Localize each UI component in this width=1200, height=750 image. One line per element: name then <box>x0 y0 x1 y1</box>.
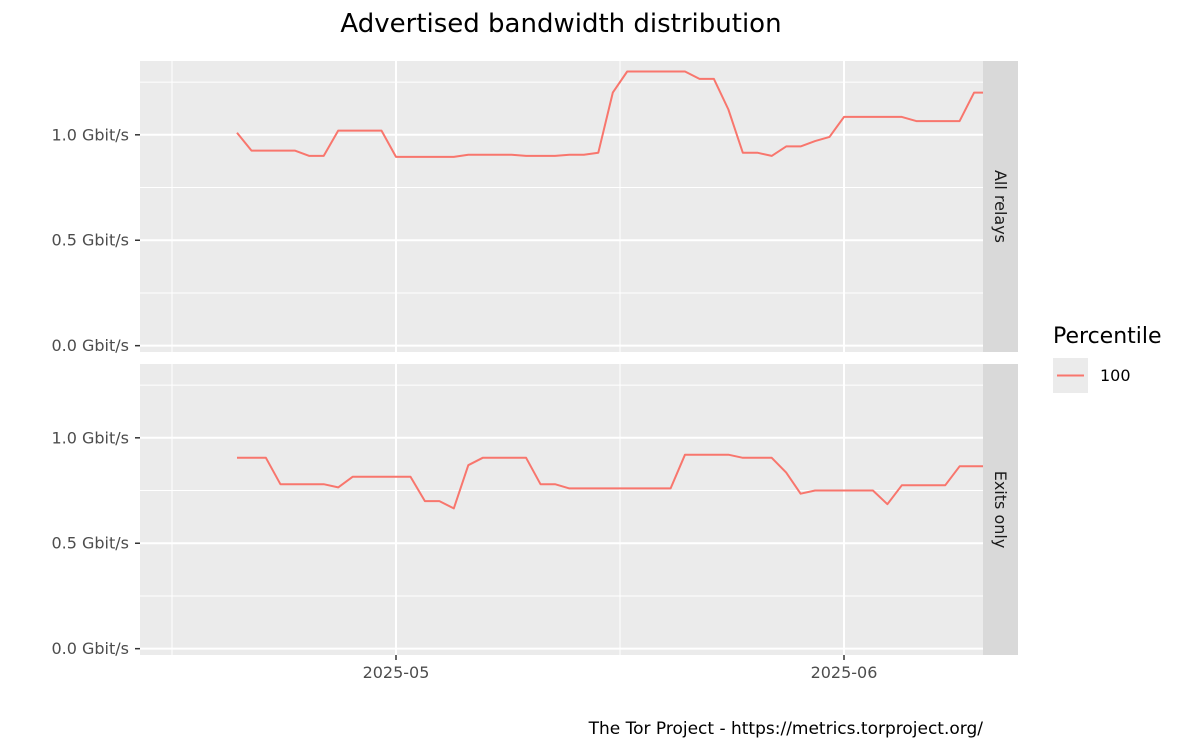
facet-panel-2: Exits only <box>140 364 1018 655</box>
axes: 0.0 Gbit/s 0.5 Gbit/s 1.0 Gbit/s 0.0 Gbit/s… <box>51 125 877 682</box>
facet-strip <box>983 61 1018 352</box>
legend-title: Percentile <box>1053 324 1162 349</box>
facet-strip <box>983 364 1018 655</box>
y-tick-label: 1.0 Gbit/s <box>51 428 129 447</box>
facet-strip-label: Exits only <box>991 471 1010 549</box>
y-tick-label: 0.5 Gbit/s <box>51 534 129 553</box>
y-tick-label: 0.5 Gbit/s <box>51 231 129 250</box>
series-line-100 <box>236 70 989 158</box>
panel-background <box>140 364 983 655</box>
x-tick-label: 2025-06 <box>811 663 878 682</box>
panel-background <box>140 61 983 352</box>
chart-title: Advertised bandwidth distribution <box>340 9 781 39</box>
facet-strip-label: All relays <box>991 170 1010 243</box>
facet-panel-1: All relays <box>140 61 1018 352</box>
y-tick-label: 1.0 Gbit/s <box>51 125 129 144</box>
y-tick-label: 0.0 Gbit/s <box>51 639 129 658</box>
legend: Percentile 100 <box>1053 324 1162 393</box>
series-line-100 <box>237 453 989 510</box>
facet-panels: All relays Exits only <box>140 61 1018 655</box>
legend-entry-label: 100 <box>1100 366 1131 385</box>
y-tick-label: 0.0 Gbit/s <box>51 336 129 355</box>
x-tick-label: 2025-05 <box>363 663 430 682</box>
chart-caption: The Tor Project - https://metrics.torpro… <box>588 719 984 739</box>
